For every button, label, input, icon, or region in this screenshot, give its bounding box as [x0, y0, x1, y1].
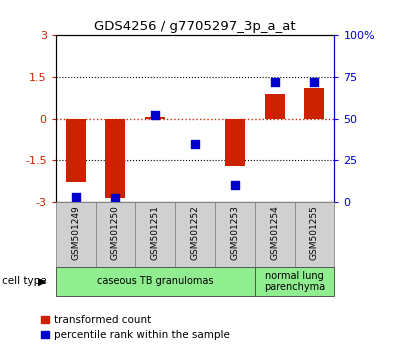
Bar: [225, 119, 245, 166]
Bar: [96, 202, 135, 267]
Text: GSM501253: GSM501253: [230, 205, 239, 260]
Bar: [255, 202, 295, 267]
Point: [152, 113, 158, 118]
Text: GSM501250: GSM501250: [111, 205, 120, 260]
Text: cell type: cell type: [2, 276, 47, 286]
Point: [192, 141, 198, 147]
Bar: [135, 202, 175, 267]
Text: GSM501252: GSM501252: [191, 205, 199, 260]
Bar: [105, 119, 125, 198]
Title: GDS4256 / g7705297_3p_a_at: GDS4256 / g7705297_3p_a_at: [94, 20, 296, 33]
Bar: [56, 267, 255, 296]
Point: [232, 182, 238, 188]
Point: [311, 79, 318, 85]
Point: [72, 194, 79, 200]
Bar: [56, 202, 96, 267]
Text: GSM501251: GSM501251: [151, 205, 160, 260]
Text: GSM501249: GSM501249: [71, 205, 80, 260]
Text: ▶: ▶: [37, 276, 46, 286]
Bar: [304, 88, 324, 119]
Bar: [66, 119, 86, 182]
Bar: [295, 202, 334, 267]
Text: caseous TB granulomas: caseous TB granulomas: [97, 276, 213, 286]
Bar: [175, 202, 215, 267]
Text: GSM501254: GSM501254: [270, 205, 279, 260]
Bar: [255, 267, 334, 296]
Point: [271, 79, 278, 85]
Bar: [265, 94, 285, 119]
Text: GSM501255: GSM501255: [310, 205, 319, 260]
Legend: transformed count, percentile rank within the sample: transformed count, percentile rank withi…: [37, 311, 234, 344]
Point: [112, 196, 119, 201]
Bar: [145, 117, 165, 119]
Bar: [215, 202, 255, 267]
Text: normal lung
parenchyma: normal lung parenchyma: [264, 270, 325, 292]
